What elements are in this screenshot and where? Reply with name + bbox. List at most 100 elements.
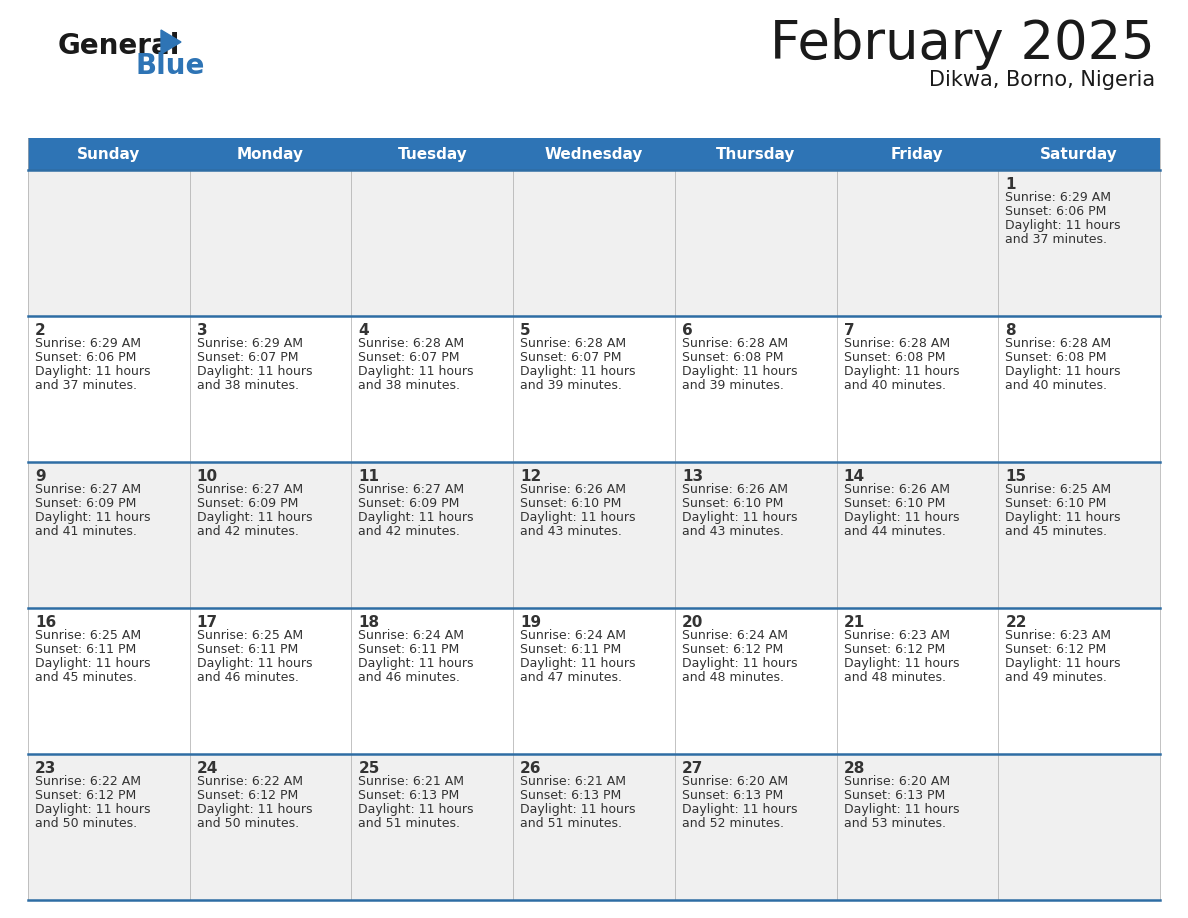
Text: Sunrise: 6:21 AM: Sunrise: 6:21 AM [520, 775, 626, 788]
Text: Sunrise: 6:25 AM: Sunrise: 6:25 AM [34, 629, 141, 642]
Text: February 2025: February 2025 [770, 18, 1155, 70]
Text: and 51 minutes.: and 51 minutes. [520, 817, 623, 830]
Text: Sunrise: 6:28 AM: Sunrise: 6:28 AM [843, 337, 949, 350]
Text: Sunset: 6:13 PM: Sunset: 6:13 PM [682, 789, 783, 802]
Text: and 49 minutes.: and 49 minutes. [1005, 671, 1107, 684]
Text: Daylight: 11 hours: Daylight: 11 hours [682, 511, 797, 524]
Text: Sunrise: 6:25 AM: Sunrise: 6:25 AM [1005, 483, 1112, 496]
Text: 18: 18 [359, 615, 379, 630]
Text: Sunrise: 6:27 AM: Sunrise: 6:27 AM [359, 483, 465, 496]
Text: Sunrise: 6:26 AM: Sunrise: 6:26 AM [682, 483, 788, 496]
Text: 8: 8 [1005, 323, 1016, 338]
Text: Daylight: 11 hours: Daylight: 11 hours [1005, 365, 1120, 378]
Text: 4: 4 [359, 323, 369, 338]
Text: 14: 14 [843, 469, 865, 484]
Text: 2: 2 [34, 323, 46, 338]
Text: Daylight: 11 hours: Daylight: 11 hours [520, 803, 636, 816]
Text: Sunrise: 6:27 AM: Sunrise: 6:27 AM [197, 483, 303, 496]
Text: Daylight: 11 hours: Daylight: 11 hours [1005, 511, 1120, 524]
Text: 25: 25 [359, 761, 380, 776]
Text: Monday: Monday [238, 147, 304, 162]
Text: and 40 minutes.: and 40 minutes. [843, 379, 946, 392]
Text: and 39 minutes.: and 39 minutes. [520, 379, 623, 392]
Text: and 42 minutes.: and 42 minutes. [197, 525, 298, 538]
Text: Sunset: 6:12 PM: Sunset: 6:12 PM [34, 789, 137, 802]
Text: Sunset: 6:11 PM: Sunset: 6:11 PM [359, 643, 460, 656]
Text: and 40 minutes.: and 40 minutes. [1005, 379, 1107, 392]
Text: 10: 10 [197, 469, 217, 484]
Text: Sunrise: 6:20 AM: Sunrise: 6:20 AM [843, 775, 949, 788]
Text: 1: 1 [1005, 177, 1016, 192]
Text: 17: 17 [197, 615, 217, 630]
Text: 11: 11 [359, 469, 379, 484]
Text: Sunrise: 6:24 AM: Sunrise: 6:24 AM [359, 629, 465, 642]
Text: Sunrise: 6:26 AM: Sunrise: 6:26 AM [843, 483, 949, 496]
Text: and 50 minutes.: and 50 minutes. [34, 817, 137, 830]
Bar [29, 754, 1159, 900]
Text: and 45 minutes.: and 45 minutes. [1005, 525, 1107, 538]
Text: and 45 minutes.: and 45 minutes. [34, 671, 137, 684]
Text: Sunrise: 6:22 AM: Sunrise: 6:22 AM [34, 775, 141, 788]
Text: 23: 23 [34, 761, 56, 776]
Text: Daylight: 11 hours: Daylight: 11 hours [520, 365, 636, 378]
Text: Wednesday: Wednesday [545, 147, 643, 162]
Text: Sunrise: 6:27 AM: Sunrise: 6:27 AM [34, 483, 141, 496]
Text: Daylight: 11 hours: Daylight: 11 hours [843, 511, 959, 524]
Text: Sunrise: 6:29 AM: Sunrise: 6:29 AM [197, 337, 303, 350]
Text: 27: 27 [682, 761, 703, 776]
Text: Sunrise: 6:25 AM: Sunrise: 6:25 AM [197, 629, 303, 642]
Text: Dikwa, Borno, Nigeria: Dikwa, Borno, Nigeria [929, 70, 1155, 90]
Text: Daylight: 11 hours: Daylight: 11 hours [359, 657, 474, 670]
Text: 3: 3 [197, 323, 208, 338]
Text: Daylight: 11 hours: Daylight: 11 hours [843, 365, 959, 378]
Text: Blue: Blue [135, 52, 206, 80]
Text: and 52 minutes.: and 52 minutes. [682, 817, 784, 830]
Text: Daylight: 11 hours: Daylight: 11 hours [34, 365, 151, 378]
Text: 12: 12 [520, 469, 542, 484]
Text: Tuesday: Tuesday [398, 147, 467, 162]
Text: Saturday: Saturday [1041, 147, 1118, 162]
Text: and 51 minutes.: and 51 minutes. [359, 817, 461, 830]
Text: 9: 9 [34, 469, 45, 484]
Text: Daylight: 11 hours: Daylight: 11 hours [1005, 219, 1120, 232]
Text: and 44 minutes.: and 44 minutes. [843, 525, 946, 538]
Text: and 38 minutes.: and 38 minutes. [197, 379, 298, 392]
Bar [29, 608, 1159, 754]
Text: Daylight: 11 hours: Daylight: 11 hours [843, 657, 959, 670]
Text: Sunset: 6:12 PM: Sunset: 6:12 PM [682, 643, 783, 656]
Text: Sunrise: 6:28 AM: Sunrise: 6:28 AM [359, 337, 465, 350]
Polygon shape [162, 30, 181, 54]
Text: Daylight: 11 hours: Daylight: 11 hours [359, 803, 474, 816]
Text: 5: 5 [520, 323, 531, 338]
Text: and 43 minutes.: and 43 minutes. [682, 525, 784, 538]
Text: and 37 minutes.: and 37 minutes. [1005, 233, 1107, 246]
Text: Sunrise: 6:24 AM: Sunrise: 6:24 AM [520, 629, 626, 642]
Text: Sunset: 6:08 PM: Sunset: 6:08 PM [843, 351, 946, 364]
Text: 28: 28 [843, 761, 865, 776]
Text: General: General [58, 32, 181, 60]
Text: Sunset: 6:10 PM: Sunset: 6:10 PM [1005, 497, 1107, 510]
Bar [29, 462, 1159, 608]
Text: Sunrise: 6:28 AM: Sunrise: 6:28 AM [1005, 337, 1112, 350]
Text: Sunrise: 6:22 AM: Sunrise: 6:22 AM [197, 775, 303, 788]
Text: and 53 minutes.: and 53 minutes. [843, 817, 946, 830]
Text: 16: 16 [34, 615, 56, 630]
Text: Daylight: 11 hours: Daylight: 11 hours [1005, 657, 1120, 670]
Text: Sunrise: 6:23 AM: Sunrise: 6:23 AM [843, 629, 949, 642]
Text: 26: 26 [520, 761, 542, 776]
Text: Sunset: 6:07 PM: Sunset: 6:07 PM [197, 351, 298, 364]
Text: and 48 minutes.: and 48 minutes. [682, 671, 784, 684]
Text: Daylight: 11 hours: Daylight: 11 hours [34, 803, 151, 816]
Text: Sunrise: 6:28 AM: Sunrise: 6:28 AM [682, 337, 788, 350]
Text: Daylight: 11 hours: Daylight: 11 hours [682, 657, 797, 670]
Text: 20: 20 [682, 615, 703, 630]
Text: and 38 minutes.: and 38 minutes. [359, 379, 461, 392]
Text: Sunset: 6:11 PM: Sunset: 6:11 PM [520, 643, 621, 656]
Text: Daylight: 11 hours: Daylight: 11 hours [197, 511, 312, 524]
Bar [29, 170, 1159, 316]
Text: and 46 minutes.: and 46 minutes. [359, 671, 460, 684]
Text: and 48 minutes.: and 48 minutes. [843, 671, 946, 684]
Text: Sunrise: 6:29 AM: Sunrise: 6:29 AM [1005, 191, 1111, 204]
Text: and 47 minutes.: and 47 minutes. [520, 671, 623, 684]
Text: 22: 22 [1005, 615, 1026, 630]
